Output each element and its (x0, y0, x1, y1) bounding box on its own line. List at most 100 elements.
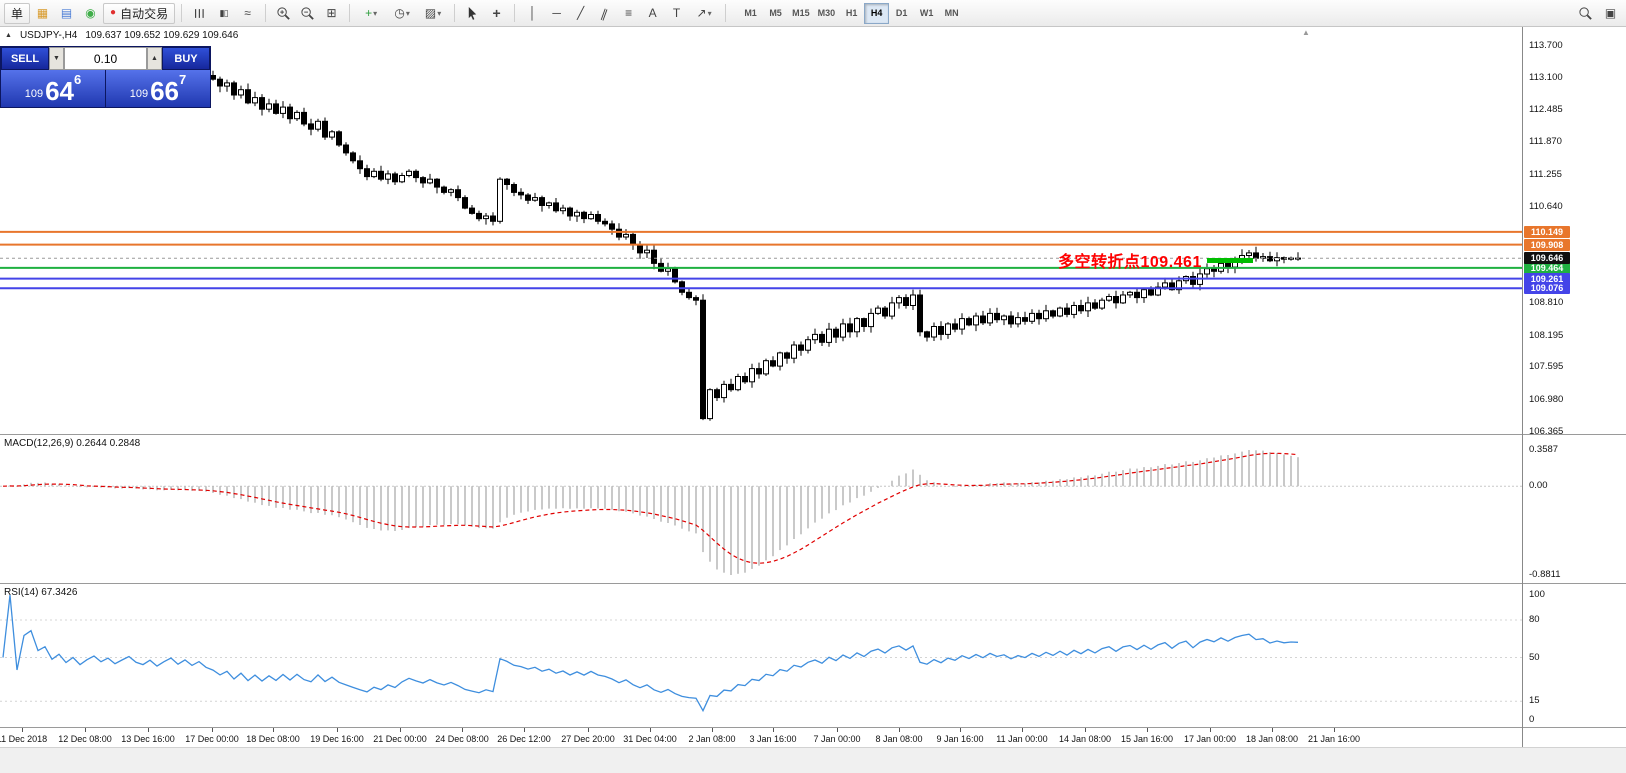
time-axis-label: 7 Jan 00:00 (813, 734, 861, 744)
time-axis-tick (400, 728, 401, 732)
timeframe-button-m15[interactable]: M15 (788, 3, 814, 24)
buy-price-display[interactable]: 109 66 7 (106, 70, 210, 107)
one-click-trading-panel: SELL ▼ ▲ BUY 109 64 6 109 66 7 (0, 46, 211, 108)
timeframe-group: M1 M5 M15 M30 H1 H4 D1 W1 MN (738, 2, 964, 24)
price-axis-label: 111.255 (1529, 169, 1562, 180)
time-axis-label: 11 Dec 2018 (0, 734, 48, 744)
volume-input[interactable] (64, 47, 147, 70)
rsi-axis-label: 50 (1529, 652, 1540, 663)
search-icon[interactable] (1574, 3, 1597, 24)
chart-symbol-period: USDJPY-,H4 (19, 30, 78, 41)
rsi-chart (0, 594, 1522, 713)
new-chart-icon[interactable]: ▦ (36, 6, 49, 20)
price-axis-label: 113.100 (1529, 72, 1563, 83)
macd-pane[interactable]: MACD(12,26,9) 0.2644 0.2848 (0, 434, 1522, 583)
tile-windows-icon[interactable]: ⊞ (326, 6, 337, 20)
price-chart-pane[interactable]: ▲ USDJPY-,H4 109.637 109.652 109.629 109… (0, 27, 1522, 434)
zoom-in-icon[interactable] (272, 3, 295, 24)
indicators-plus-icon: + (365, 6, 373, 20)
ask-pip-digit: 7 (179, 72, 187, 87)
bottom-filler (0, 747, 1626, 773)
crosshair-icon[interactable]: + (492, 5, 501, 21)
new-order-button[interactable]: 单 (4, 2, 31, 24)
time-axis-label: 27 Dec 20:00 (561, 734, 615, 744)
time-axis-tick (960, 728, 961, 732)
time-axis-label: 19 Dec 16:00 (310, 734, 364, 744)
time-axis-tick (1334, 728, 1335, 732)
chart-shift-marker[interactable]: ▲ (1302, 28, 1310, 37)
panels-icon[interactable]: ▣ (1604, 6, 1617, 20)
time-axis[interactable]: 11 Dec 2018 12 Dec 08:00 13 Dec 16:00 17 De… (0, 727, 1522, 747)
price-axis[interactable]: 113.700 113.100 112.485 111.870 111.255 110.6… (1522, 27, 1626, 747)
text-tool-icon[interactable]: A (648, 6, 657, 20)
timeframe-button-m30[interactable]: M30 (814, 3, 840, 24)
axis-separator (1523, 434, 1626, 435)
market-watch-icon[interactable]: ▤ (60, 6, 73, 20)
bid-pip-digit: 6 (74, 72, 82, 87)
timeframe-button-mn[interactable]: MN (939, 3, 964, 24)
trade-panel-controls: SELL ▼ ▲ BUY (1, 47, 210, 70)
label-tool-icon[interactable]: T (672, 6, 681, 20)
chevron-down-icon: ▾ (373, 8, 378, 18)
vertical-line-tool-icon[interactable]: │ (528, 6, 537, 20)
axis-separator (1523, 727, 1626, 728)
zoom-out-icon[interactable] (296, 3, 319, 24)
cursor-icon[interactable] (461, 3, 484, 24)
trade-panel-prices: 109 64 6 109 66 7 (1, 70, 210, 107)
ask-prefix: 109 (129, 88, 149, 101)
candlestick-chart (0, 46, 1522, 421)
timeframe-button-h4[interactable]: H4 (864, 2, 890, 24)
sell-button[interactable]: SELL (1, 47, 49, 70)
sell-price-display[interactable]: 109 64 6 (1, 70, 105, 107)
fibonacci-tool-icon[interactable]: ≡ (625, 6, 633, 20)
time-axis-label: 17 Jan 00:00 (1183, 734, 1237, 744)
time-axis-label: 26 Dec 12:00 (497, 734, 551, 744)
current-price-badge: 109.646 (1524, 252, 1570, 264)
arrows-tool-button[interactable]: ↗ ▾ (689, 3, 719, 24)
time-axis-tick (212, 728, 213, 732)
toolbar-right-group: ▣ (1574, 3, 1622, 24)
buy-button[interactable]: BUY (162, 47, 210, 70)
price-axis-label: 106.980 (1529, 394, 1564, 405)
timeframe-button-w1[interactable]: W1 (914, 3, 939, 24)
data-window-icon[interactable]: ◉ (85, 6, 96, 20)
time-axis-label: 24 Dec 08:00 (435, 734, 489, 744)
periods-button[interactable]: ◷ ▾ (387, 3, 417, 24)
price-axis-label: 113.700 (1529, 40, 1563, 51)
time-axis-tick (1022, 728, 1023, 732)
time-axis-tick (712, 728, 713, 732)
toolbar-separator (181, 4, 183, 22)
trendline-tool-icon[interactable]: ╱ (576, 6, 585, 20)
autotrading-label: 自动交易 (120, 6, 169, 21)
level-price-badge: 109.908 (1524, 239, 1570, 251)
volume-up-button[interactable]: ▲ (147, 47, 162, 70)
time-axis-tick (524, 728, 525, 732)
macd-axis-label: 0.3587 (1529, 444, 1559, 455)
channel-tool-icon[interactable]: ∥ (599, 5, 610, 21)
autotrading-button[interactable]: ● 自动交易 (103, 2, 176, 24)
line-chart-icon[interactable]: ≈ (244, 6, 251, 20)
templates-button[interactable]: ▨ ▾ (418, 3, 448, 24)
time-axis-label: 14 Jan 08:00 (1058, 734, 1112, 744)
time-axis-label: 18 Jan 08:00 (1245, 734, 1299, 744)
price-axis-label: 108.195 (1529, 330, 1564, 341)
horizontal-line-tool-icon[interactable]: ─ (552, 6, 561, 20)
time-axis-tick (650, 728, 651, 732)
indicators-button[interactable]: + ▾ (356, 3, 386, 24)
timeframe-button-h1[interactable]: H1 (839, 3, 864, 24)
time-axis-tick (148, 728, 149, 732)
rsi-pane[interactable]: RSI(14) 67.3426 (0, 583, 1522, 727)
timeframe-button-m1[interactable]: M1 (738, 3, 763, 24)
candlestick-chart-icon[interactable]: ▮▯ (219, 7, 229, 18)
ask-big-digits: 66 (150, 76, 180, 106)
rsi-axis-label: 100 (1529, 589, 1545, 600)
timeframe-button-d1[interactable]: D1 (889, 3, 914, 24)
autotrading-status-icon: ● (110, 7, 117, 18)
time-axis-label: 21 Dec 00:00 (373, 734, 427, 744)
bar-chart-icon[interactable]: ☰ (192, 7, 207, 19)
volume-down-button[interactable]: ▼ (49, 47, 64, 70)
level-price-badge: 109.464 (1524, 262, 1570, 274)
chart-ohlc: 109.637 109.652 109.629 109.646 (85, 30, 239, 41)
timeframe-button-m5[interactable]: M5 (763, 3, 788, 24)
